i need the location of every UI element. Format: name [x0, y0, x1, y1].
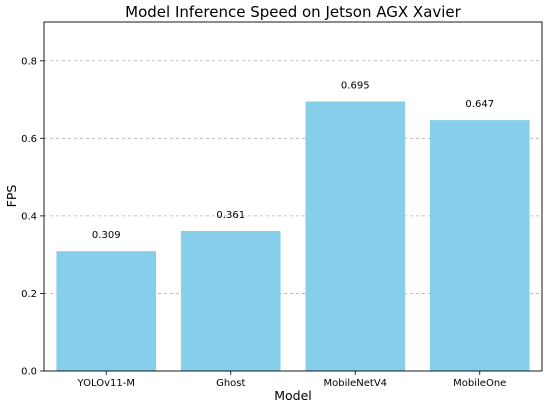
y-axis-ticks: 0.0 0.2 0.4 0.6 0.8 [21, 56, 44, 378]
y-tick-label: 0.0 [21, 367, 37, 378]
bar [429, 120, 530, 371]
y-tick-label: 0.8 [21, 56, 37, 67]
x-axis-label: Model [274, 388, 312, 403]
bars [56, 101, 530, 371]
bar [56, 251, 157, 371]
y-axis-label: FPS [4, 185, 19, 208]
data-labels: 0.309 0.361 0.695 0.647 [92, 80, 494, 241]
chart-title: Model Inference Speed on Jetson AGX Xavi… [125, 3, 462, 21]
data-label: 0.695 [341, 80, 370, 91]
bar [305, 101, 406, 371]
x-tick-label: MobileOne [453, 378, 506, 389]
data-label: 0.647 [465, 99, 494, 110]
x-tick-label: Ghost [216, 378, 245, 389]
x-tick-label: MobileNetV4 [323, 378, 387, 389]
bar [180, 231, 281, 371]
data-label: 0.309 [92, 230, 121, 241]
x-tick-label: YOLOv11-M [77, 378, 135, 389]
y-tick-label: 0.4 [21, 211, 37, 222]
data-label: 0.361 [216, 210, 245, 221]
plot-frame [43, 21, 543, 372]
y-tick-label: 0.2 [21, 289, 37, 300]
x-axis-ticks: YOLOv11-M Ghost MobileNetV4 MobileOne [77, 371, 506, 389]
y-tick-label: 0.6 [21, 134, 37, 145]
